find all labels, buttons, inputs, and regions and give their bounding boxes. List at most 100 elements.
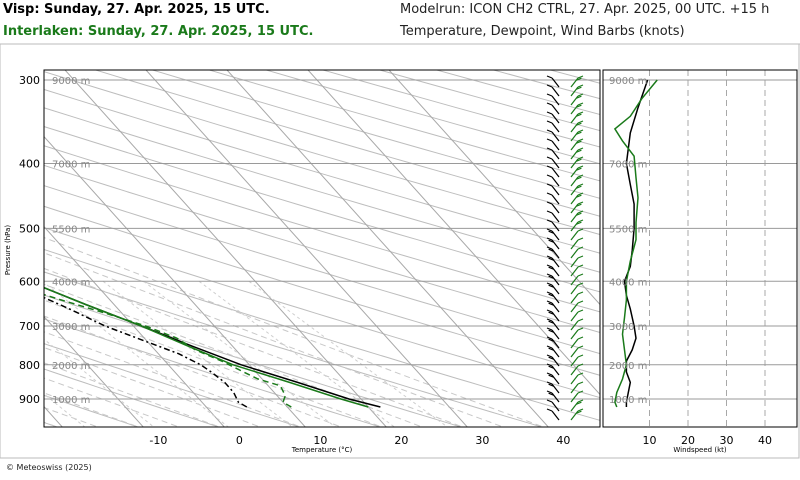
dry-adiabat — [44, 271, 544, 427]
pressure-tick-label: 600 — [19, 275, 40, 288]
dry-adiabat — [434, 70, 600, 116]
interlaken-wind-barb — [570, 255, 584, 268]
visp-wind-barb — [546, 255, 560, 268]
interlaken-wind-barb — [570, 264, 584, 277]
visp-wind-barb — [546, 174, 560, 187]
pressure-tick-label: 700 — [19, 320, 40, 333]
modelrun-label: Modelrun: ICON CH2 CTRL, 27. Apr. 2025, … — [400, 2, 770, 17]
dry-adiabat — [44, 145, 600, 313]
dry-adiabat — [491, 70, 600, 100]
wind-barbs — [546, 75, 584, 421]
interlaken-wind-barb — [570, 165, 584, 178]
dry-adiabat — [44, 164, 600, 333]
interlaken-wind-barb — [570, 93, 584, 106]
interlaken-wind-barb — [570, 309, 584, 322]
interlaken-station-title: Interlaken: Sunday, 27. Apr. 2025, 15 UT… — [3, 24, 314, 39]
visp-temperature-line — [44, 286, 381, 408]
interlaken-wind-barb — [570, 246, 584, 259]
visp-wind-barb — [546, 147, 560, 160]
interlaken-wind-barb — [570, 354, 584, 367]
interlaken-wind-barb — [570, 102, 584, 115]
dry-adiabat — [44, 318, 382, 427]
dry-adiabat — [44, 71, 600, 236]
moist-adiabat — [44, 362, 221, 427]
interlaken-wind-barb — [570, 129, 584, 142]
skewt-grid — [0, 70, 600, 429]
altitude-label: 2000 m — [52, 361, 90, 372]
interlaken-wind-barb — [570, 318, 584, 331]
interlaken-wind-barb — [570, 210, 584, 223]
altitude-label: 4000 m — [52, 277, 90, 288]
mixing-ratio-line — [102, 280, 294, 427]
visp-wind-barb — [546, 399, 560, 412]
dry-adiabat — [93, 70, 600, 217]
dry-adiabat — [44, 88, 600, 254]
altitude-label: 3000 m — [52, 322, 90, 333]
windspeed-axis-label: Windspeed (kt) — [673, 446, 726, 454]
pressure-tick-label: 900 — [19, 393, 40, 406]
windspeed-tick-label: 40 — [758, 434, 772, 447]
visp-wind-barb — [546, 318, 560, 331]
skewt-profiles — [44, 286, 381, 408]
interlaken-wind-barb — [570, 291, 584, 304]
variables-label: Temperature, Dewpoint, Wind Barbs (knots… — [400, 24, 685, 39]
dry-adiabat — [44, 126, 600, 293]
dry-adiabat — [44, 227, 600, 399]
visp-wind-barb — [546, 264, 560, 277]
temperature-tick-label: 30 — [475, 434, 489, 447]
temperature-tick-label: 0 — [236, 434, 243, 447]
visp-wind-barb — [546, 282, 560, 295]
visp-wind-barb — [546, 408, 560, 421]
wind-altitude-label: 7000 m — [609, 160, 647, 171]
interlaken-wind-barb — [570, 219, 584, 232]
visp-station-title: Visp: Sunday, 27. Apr. 2025, 15 UTC. — [3, 2, 270, 17]
interlaken-wind-barb — [570, 237, 584, 250]
interlaken-wind-barb — [570, 327, 584, 340]
windspeed-tick-label: 30 — [720, 434, 734, 447]
interlaken-wind-barb — [570, 345, 584, 358]
interlaken-wind-barb — [570, 372, 584, 385]
interlaken-wind-barb — [570, 363, 584, 376]
visp-wind-barb — [546, 75, 560, 88]
visp-wind-barb — [546, 273, 560, 286]
wind-altitude-label: 4000 m — [609, 277, 647, 288]
pressure-tick-label: 400 — [19, 158, 40, 171]
isotherm — [44, 315, 144, 427]
interlaken-wind-barb — [570, 228, 584, 241]
visp-wind-barb — [546, 372, 560, 385]
altitude-label: 1000 m — [52, 395, 90, 406]
interlaken-wind-barb — [570, 147, 584, 160]
moist-adiabat — [44, 377, 181, 427]
visp-wind-barb — [546, 102, 560, 115]
interlaken-wind-barb — [570, 399, 584, 412]
axis-labels: -10 0 10 20 30 40 300 400 500 600 700 800 900 9000 m 7… — [4, 74, 772, 454]
temperature-tick-label: 10 — [313, 434, 327, 447]
visp-wind-barb — [546, 228, 560, 241]
visp-wind-barb — [546, 300, 560, 313]
temperature-tick-label: 20 — [394, 434, 408, 447]
visp-wind-barb — [546, 192, 560, 205]
visp-wind-barb — [546, 246, 560, 259]
wind-altitude-label: 5500 m — [609, 224, 647, 235]
wind-altitude-label: 2000 m — [609, 361, 647, 372]
interlaken-wind-barb — [570, 156, 584, 169]
visp-wind-barb — [546, 336, 560, 349]
visp-wind-barb — [546, 183, 560, 196]
interlaken-windspeed-line — [613, 79, 658, 408]
dry-adiabat — [44, 205, 600, 376]
interlaken-wind-barb — [570, 336, 584, 349]
mixing-ratio-line — [0, 281, 4, 429]
dry-adiabat — [44, 368, 221, 427]
visp-wind-barb — [546, 111, 560, 124]
wind-altitude-label: 3000 m — [609, 322, 647, 333]
interlaken-wind-barb — [570, 408, 584, 421]
copyright: © Meteoswiss (2025) — [6, 463, 92, 472]
dry-adiabat — [44, 343, 302, 427]
visp-wind-barb — [546, 219, 560, 232]
windspeed-tick-label: 10 — [643, 434, 657, 447]
visp-wind-barb — [546, 390, 560, 403]
wind-profiles — [613, 79, 658, 408]
visp-wind-barb — [546, 354, 560, 367]
mixing-ratio-line — [143, 280, 337, 427]
dry-adiabat — [264, 70, 600, 165]
